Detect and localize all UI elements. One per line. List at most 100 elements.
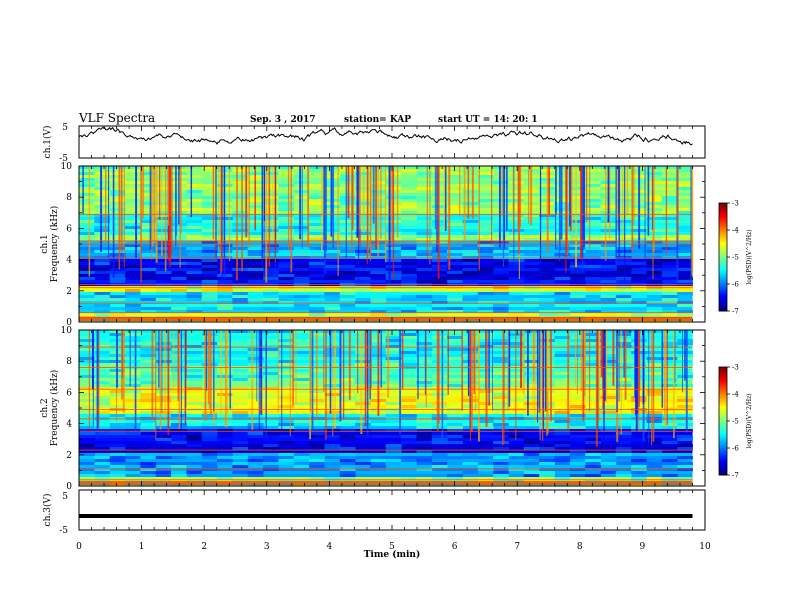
spectrogram-cell [646, 330, 663, 334]
spectrogram-streak [396, 166, 399, 238]
spectrogram-cell [232, 193, 249, 197]
spectrogram-streak [331, 166, 333, 221]
spectrogram-cell [339, 229, 356, 233]
spectrogram-cell [493, 354, 509, 358]
spectrogram-cell [339, 474, 356, 478]
spectrogram-cell [309, 196, 325, 200]
spectrogram-cell [155, 342, 172, 346]
spectrogram-cell [278, 265, 295, 269]
spectrogram-cell [385, 468, 402, 472]
spectrogram-cell [615, 262, 632, 266]
spectrogram-cell [416, 196, 433, 200]
spectrogram-cell [140, 268, 157, 272]
spectrogram-cell [125, 307, 141, 311]
spectrogram-cell [94, 190, 111, 194]
spectrogram-cell [293, 351, 310, 355]
colorbar-swatch [719, 203, 727, 206]
spectrogram-cell [493, 217, 509, 221]
spectrogram-streak [277, 330, 279, 413]
spectrogram-cell [646, 372, 663, 376]
spectrogram-cell [401, 336, 417, 340]
spectrogram-cell [278, 372, 295, 376]
spectrogram-cell [523, 336, 540, 340]
spectrogram-cell [155, 265, 172, 269]
spectrogram-cell [355, 169, 371, 173]
spectrogram-cell [401, 310, 417, 314]
spectrogram-cell [355, 238, 371, 242]
spectrogram-cell [355, 289, 371, 293]
spectrogram-cell [125, 265, 141, 269]
spectrogram-cell [217, 304, 233, 308]
colorbar-swatch [719, 455, 727, 458]
colorbar-swatch [719, 370, 727, 373]
spectrogram-cell [293, 304, 310, 308]
spectrogram-cell [477, 477, 494, 481]
spectrogram-cell [447, 477, 463, 481]
spectrogram-cell [79, 295, 95, 299]
spectrogram-cell [554, 414, 571, 418]
spectrogram-cell [631, 465, 647, 469]
spectrogram-band [79, 396, 693, 400]
spectrogram-cell [569, 304, 586, 308]
spectrogram-cell [79, 453, 95, 457]
x-tick-label: 4 [327, 542, 333, 552]
spectrogram-cell [94, 205, 111, 209]
colorbar-tick-label: -5 [732, 254, 739, 262]
spectrogram-cell [263, 223, 279, 227]
spectrogram-cell [94, 187, 111, 191]
spectrogram-cell [661, 277, 678, 281]
spectrogram-cell [416, 268, 433, 272]
spectrogram-cell [523, 247, 540, 251]
spectrogram-cell [370, 468, 387, 472]
spectrogram-cell [125, 393, 141, 397]
spectrogram-cell [278, 429, 295, 433]
spectrogram-streak [567, 330, 570, 429]
spectrogram-cell [385, 414, 402, 418]
spectrogram-cell [462, 304, 479, 308]
spectrogram-streak [520, 330, 522, 388]
spectrogram-cell [569, 462, 586, 466]
spectrogram-cell [247, 393, 264, 397]
spectrogram-cell [140, 393, 157, 397]
spectrogram-cell [447, 250, 463, 254]
spectrogram-cell [462, 247, 479, 251]
spectrogram-cell [217, 372, 233, 376]
x-tick-label: 3 [264, 542, 270, 552]
spectrogram-cell [554, 262, 571, 266]
spectrogram-cell [401, 202, 417, 206]
spectrogram-cell [447, 348, 463, 352]
spectrogram-cell [585, 217, 601, 221]
spectrogram-cell [309, 232, 325, 236]
spectrogram-cell [79, 199, 95, 203]
spectrogram-cell [600, 226, 617, 230]
spectrogram-cell [585, 226, 601, 230]
spectrogram-cell [677, 465, 693, 469]
spectrogram-streak [185, 330, 187, 378]
spectrogram-cell [600, 265, 617, 269]
spectrogram-cell [447, 357, 463, 361]
spectrogram-cell [155, 280, 172, 284]
spectrogram-cell [401, 396, 417, 400]
colorbar-swatch [719, 253, 727, 256]
spectrogram-cell [309, 444, 325, 448]
y-tick-label: 6 [66, 388, 72, 398]
spectrogram-cell [155, 348, 172, 352]
spectrogram-cell [155, 477, 172, 481]
spectrogram-cell [94, 399, 111, 403]
spectrogram-cell [431, 354, 448, 358]
spectrogram-cell [79, 360, 95, 364]
spectrogram-streak [118, 166, 121, 270]
spectrogram-cell [247, 348, 264, 352]
spectrogram-cell [677, 420, 693, 424]
colorbar-swatch [719, 212, 727, 215]
colorbar-swatch [719, 206, 727, 209]
spectrogram-cell [493, 277, 509, 281]
spectrogram-cell [140, 396, 157, 400]
spectrogram-cell [600, 235, 617, 239]
spectrogram-cell [447, 307, 463, 311]
spectrogram-cell [661, 459, 678, 463]
spectrogram-cell [232, 220, 249, 224]
spectrogram-cell [94, 333, 111, 337]
spectrogram-cell [477, 175, 494, 179]
spectrogram-cell [109, 471, 126, 475]
